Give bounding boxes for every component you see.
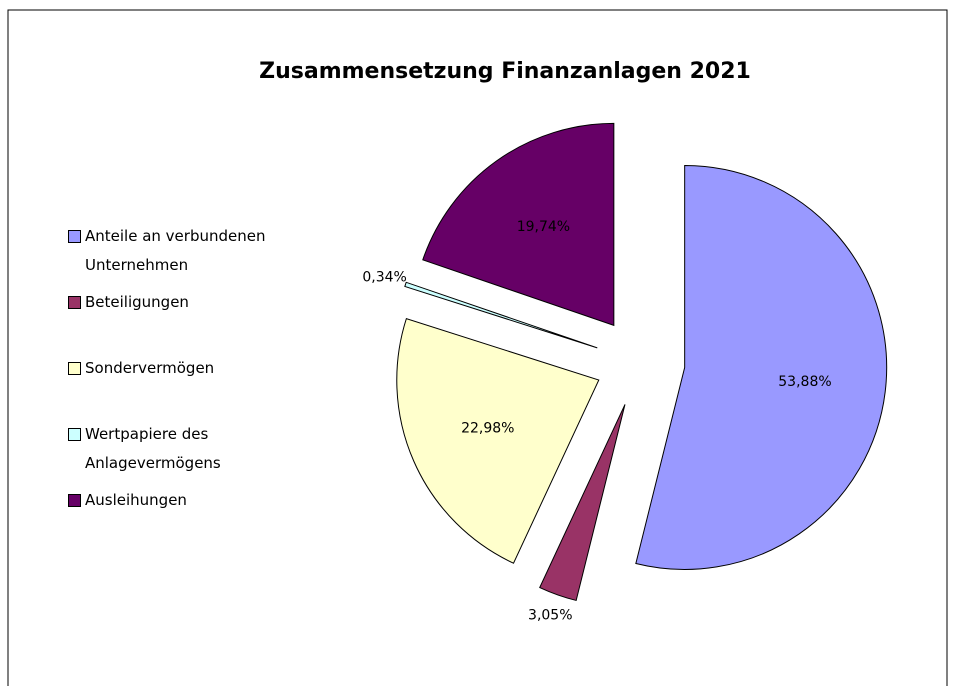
pie-slice xyxy=(635,164,888,570)
pie-slice xyxy=(404,281,598,349)
pie-slice xyxy=(422,122,615,327)
legend-swatch xyxy=(68,230,81,243)
legend-item: Wertpapiere des Anlagevermögens xyxy=(68,420,318,486)
data-label: 19,74% xyxy=(517,219,570,235)
data-label: 3,05% xyxy=(528,608,572,624)
legend-label: Sondervermögen xyxy=(85,359,215,377)
legend-swatch xyxy=(68,428,81,441)
pie-slice xyxy=(539,404,626,602)
legend-label: Wertpapiere des Anlagevermögens xyxy=(85,425,221,472)
data-label: 0,34% xyxy=(362,269,406,285)
legend-label: Anteile an verbundenen Unternehmen xyxy=(85,227,266,274)
chart-border xyxy=(7,9,948,686)
pie-slice xyxy=(396,318,600,564)
data-label: 53,88% xyxy=(778,374,831,390)
data-label: 22,98% xyxy=(461,421,514,437)
legend-item: Anteile an verbundenen Unternehmen xyxy=(68,222,318,288)
legend-swatch xyxy=(68,296,81,309)
legend-label: Beteiligungen xyxy=(85,293,189,311)
legend-label: Ausleihungen xyxy=(85,491,187,509)
legend-item: Beteiligungen xyxy=(68,288,318,354)
legend-swatch xyxy=(68,362,81,375)
legend: Anteile an verbundenen Unternehmen Beteil… xyxy=(68,222,318,552)
chart-title: Zusammensetzung Finanzanlagen 2021 xyxy=(259,59,751,84)
legend-item: Sondervermögen xyxy=(68,354,318,420)
legend-swatch xyxy=(68,494,81,507)
legend-item: Ausleihungen xyxy=(68,486,318,552)
